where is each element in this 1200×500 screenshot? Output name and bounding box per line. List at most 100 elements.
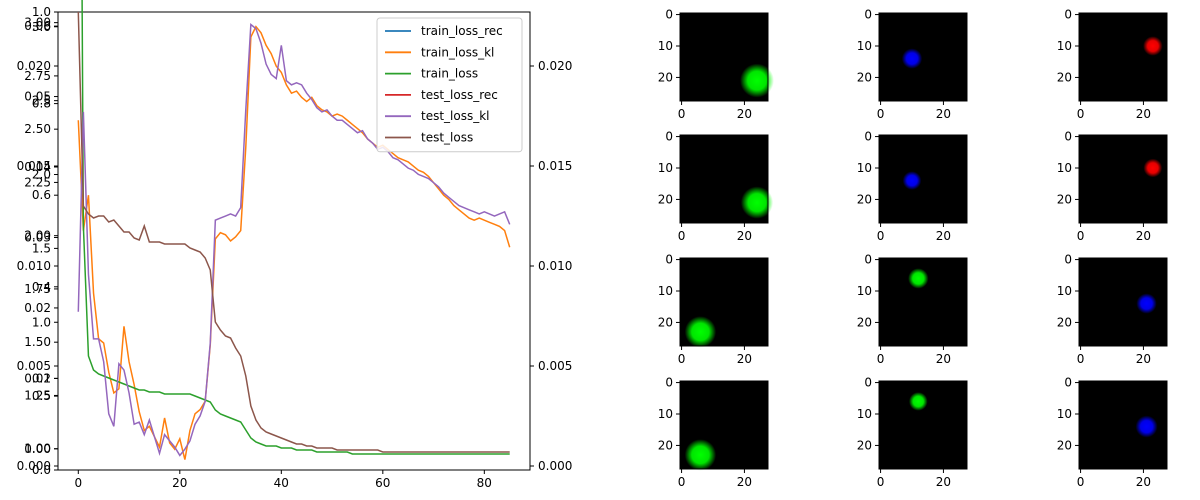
left-y-tick-label: 0.015 (17, 159, 51, 173)
blob-mark (684, 316, 717, 348)
left-y-tick-label: 0.8 (32, 97, 51, 111)
left-y-tick-label: 1.5 (32, 241, 51, 255)
image-y-tick-label: 0 (1064, 130, 1072, 144)
series-line-test_loss_kl (77, 22, 511, 457)
legend-box (376, 17, 523, 153)
loss-line-chart: 0 20 40 60 80 0.000 0.005 0.010 0.015 0.020 0.0 0.2… (17, 0, 572, 490)
left-y-tick-label: 0.005 (17, 359, 51, 373)
blob-mark (908, 268, 929, 289)
left-y-tick-label: 0.0 (32, 463, 51, 477)
x-tick-label: 0 (74, 476, 82, 490)
image-y-tick-label: 0 (1064, 253, 1072, 267)
left-y-tick-label: 0.6 (32, 188, 51, 202)
series-line-train_loss (81, 0, 510, 455)
right-y-tick-label: 0.005 (538, 359, 572, 373)
image-y-tick-label: 0 (1064, 8, 1072, 22)
blob-mark (1136, 293, 1157, 314)
blob-mark (901, 48, 923, 69)
blob-mark (1143, 158, 1163, 178)
image-x-tick-label: 0 (877, 475, 885, 489)
plot-frame (57, 11, 531, 471)
image-y-tick-label: 10 (658, 407, 673, 421)
left-y-tick-label: 3.00 (24, 16, 51, 30)
image-frame (679, 257, 769, 347)
image-x-tick-label: 20 (737, 475, 752, 489)
image-y-tick-label: 10 (857, 284, 872, 298)
left-y-tick-label: 0.020 (17, 59, 51, 73)
image-y-tick-label: 20 (857, 70, 872, 84)
left-y-tick-label: 1.75 (24, 282, 51, 296)
image-x-tick-label: 0 (877, 352, 885, 366)
image-y-tick-label: 0 (864, 130, 872, 144)
legend-label: test_loss (421, 131, 473, 145)
image-x-tick-label: 0 (1077, 229, 1085, 243)
left-y-tick-label: 2.0 (32, 168, 51, 182)
image-y-tick-label: 20 (857, 192, 872, 206)
image-y-tick-label: 10 (658, 284, 673, 298)
blob-mark (740, 63, 774, 98)
left-y-tick-label: 0.03 (24, 230, 51, 244)
image-y-tick-label: 10 (1057, 284, 1072, 298)
image-frame (1078, 134, 1168, 224)
image-y-tick-label: 20 (857, 315, 872, 329)
image-frame (1078, 257, 1168, 347)
image-frame (1078, 12, 1168, 102)
image-x-tick-label: 20 (936, 229, 951, 243)
image-y-tick-label: 10 (857, 407, 872, 421)
image-y-tick-label: 20 (658, 315, 673, 329)
x-tick-label: 40 (274, 476, 289, 490)
left-y-tick-label: 0.05 (24, 90, 51, 104)
image-y-tick-label: 0 (864, 8, 872, 22)
blob-mark (908, 392, 928, 411)
series-line-test_loss (77, 11, 510, 453)
blob-mark (1135, 415, 1158, 438)
image-x-tick-label: 20 (737, 229, 752, 243)
image-y-tick-label: 10 (1057, 161, 1072, 175)
image-y-tick-label: 0 (864, 253, 872, 267)
image-y-tick-label: 20 (658, 438, 673, 452)
image-x-tick-label: 0 (877, 107, 885, 121)
x-tick-label: 20 (172, 476, 187, 490)
left-y-tick-label: 2.00 (24, 229, 51, 243)
left-y-tick-label: 2.50 (24, 122, 51, 136)
left-y-tick-label: 0.01 (24, 371, 51, 385)
image-x-tick-label: 20 (737, 352, 752, 366)
image-x-tick-label: 0 (678, 352, 686, 366)
x-tick-label: 80 (477, 476, 492, 490)
image-y-tick-label: 20 (658, 192, 673, 206)
image-y-tick-label: 10 (1057, 39, 1072, 53)
image-y-tick-label: 0 (665, 253, 673, 267)
legend-label: test_loss_kl (421, 109, 490, 123)
image-y-tick-label: 0 (1064, 376, 1072, 390)
x-tick-label: 60 (375, 476, 390, 490)
image-y-tick-label: 0 (864, 376, 872, 390)
legend-label: test_loss_rec (421, 88, 498, 102)
image-x-tick-label: 20 (936, 352, 951, 366)
image-x-tick-label: 20 (936, 107, 951, 121)
right-y-tick-label: 0.020 (538, 59, 572, 73)
image-y-tick-label: 0 (665, 8, 673, 22)
image-y-tick-label: 0 (665, 130, 673, 144)
sample-image (1079, 135, 1167, 223)
sample-image (879, 135, 967, 223)
image-y-tick-label: 10 (857, 39, 872, 53)
image-x-tick-label: 0 (678, 475, 686, 489)
left-y-tick-label: 0.4 (32, 280, 51, 294)
image-y-tick-label: 20 (1057, 192, 1072, 206)
left-y-tick-label: 2.5 (32, 94, 51, 108)
left-y-tick-label: 2.25 (24, 175, 51, 189)
image-y-tick-label: 20 (658, 70, 673, 84)
image-x-tick-label: 20 (1136, 475, 1151, 489)
series-line-train_loss_kl (77, 25, 511, 460)
left-y-tick-label: 0.000 (17, 459, 51, 473)
legend-label: train_loss (421, 67, 478, 81)
left-y-tick-label: 0.5 (32, 389, 51, 403)
image-x-tick-label: 20 (936, 475, 951, 489)
image-frame (1078, 380, 1168, 470)
image-x-tick-label: 0 (877, 229, 885, 243)
left-y-tick-label: 0.2 (32, 371, 51, 385)
image-frame (878, 380, 968, 470)
left-y-tick-label: 3.0 (32, 20, 51, 34)
left-y-tick-label: 2.75 (24, 69, 51, 83)
image-y-tick-label: 10 (857, 161, 872, 175)
